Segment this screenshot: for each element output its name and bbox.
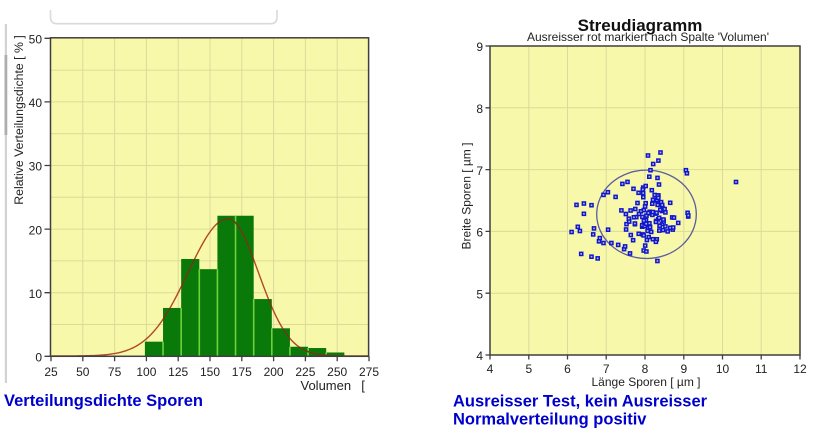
svg-text:200: 200: [264, 365, 284, 379]
svg-text:20: 20: [29, 223, 43, 237]
svg-text:9: 9: [680, 362, 687, 376]
svg-text:30: 30: [29, 160, 43, 174]
svg-text:Breite Sporen [ µm ]: Breite Sporen [ µm ]: [460, 143, 474, 250]
svg-text:40: 40: [29, 96, 43, 110]
svg-text:Streudiagramm: Streudiagramm: [578, 16, 703, 35]
svg-text:25: 25: [44, 365, 58, 379]
svg-text:12: 12: [793, 362, 807, 376]
svg-text:6: 6: [564, 362, 571, 376]
svg-text:75: 75: [108, 365, 122, 379]
svg-text:125: 125: [168, 365, 188, 379]
svg-text:0: 0: [35, 351, 42, 365]
svg-text:4: 4: [476, 349, 483, 363]
svg-text:5: 5: [476, 287, 483, 301]
svg-text:50: 50: [29, 33, 43, 47]
svg-text:7: 7: [603, 362, 610, 376]
svg-text:10: 10: [716, 362, 730, 376]
svg-text:175: 175: [232, 365, 252, 379]
svg-text:6: 6: [476, 226, 483, 240]
svg-text:9: 9: [476, 40, 483, 54]
svg-text:7: 7: [476, 164, 483, 178]
svg-text:Länge Sporen [ µm ]: Länge Sporen [ µm ]: [592, 375, 701, 389]
svg-text:Ausreisser Test, kein Ausreiss: Ausreisser Test, kein Ausreisser: [453, 393, 708, 411]
svg-text:4: 4: [487, 362, 494, 376]
svg-text:8: 8: [476, 102, 483, 116]
svg-text:Relative Verteilungsdichte [ %: Relative Verteilungsdichte [ % ]: [12, 35, 26, 205]
svg-text:Verteilungsdichte Sporen: Verteilungsdichte Sporen: [4, 392, 203, 410]
svg-text:Normalverteilung positiv: Normalverteilung positiv: [453, 411, 647, 429]
svg-text:250: 250: [327, 365, 347, 379]
svg-text:Volumen [ µm³ ]: Volumen [ µm³ ]: [301, 378, 399, 393]
svg-text:11: 11: [755, 362, 768, 376]
svg-text:100: 100: [136, 365, 156, 379]
svg-text:Ausreisser rot markiert nach S: Ausreisser rot markiert nach Spalte 'Vol…: [527, 30, 769, 44]
svg-text:275: 275: [359, 365, 379, 379]
svg-text:150: 150: [200, 365, 220, 379]
svg-text:50: 50: [76, 365, 90, 379]
svg-text:10: 10: [29, 287, 43, 301]
svg-text:225: 225: [295, 365, 315, 379]
svg-text:5: 5: [525, 362, 532, 376]
svg-text:8: 8: [642, 362, 649, 376]
